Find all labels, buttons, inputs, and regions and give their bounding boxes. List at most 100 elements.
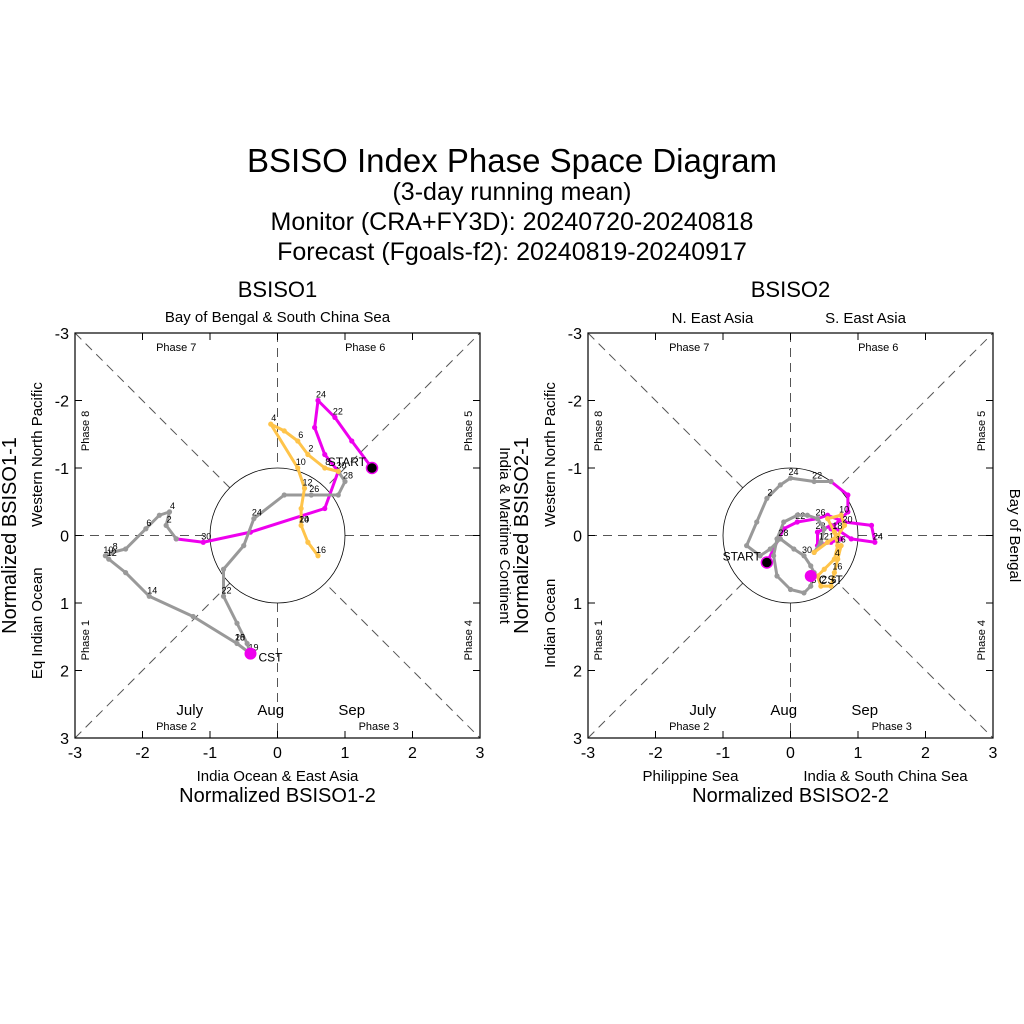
data-point (777, 482, 783, 488)
day-label: 24 (873, 531, 883, 541)
day-label: 12 (107, 548, 117, 558)
data-point (808, 583, 814, 589)
data-point (841, 522, 848, 528)
chart-title: BSISO Index Phase Space Diagram (247, 142, 777, 179)
y-tick-label: 0 (60, 529, 69, 546)
region-label-top: S. East Asia (825, 310, 907, 327)
day-label: 28 (778, 528, 788, 538)
day-label: 24 (788, 467, 798, 477)
x-tick-label: -1 (203, 745, 217, 762)
data-point (848, 536, 854, 542)
y-tick-label: 2 (60, 664, 69, 681)
phase-label: Phase 2 (669, 721, 709, 733)
data-point (244, 640, 250, 647)
y-axis-title: Normalized BSISO2-1 (511, 437, 533, 634)
data-point (295, 465, 301, 471)
data-point (298, 522, 304, 528)
day-label: 16 (832, 562, 842, 572)
day-label: 10 (839, 504, 849, 514)
phase-label: Phase 5 (463, 411, 475, 451)
x-tick-label: -2 (135, 745, 149, 762)
x-tick-label: 3 (989, 745, 998, 762)
day-label: 4 (170, 501, 175, 511)
y-tick-label: 3 (60, 731, 69, 748)
day-label: 24 (316, 390, 326, 400)
y-tick-label: -1 (55, 461, 69, 478)
y-tick-label: 1 (573, 596, 582, 613)
region-label-bottom: India Ocean & East Asia (197, 768, 359, 785)
data-point (234, 640, 240, 647)
data-point (787, 586, 794, 593)
data-point (828, 583, 834, 589)
monitor-period: Monitor (CRA+FY3D): 20240720-20240818 (271, 208, 754, 236)
phase-label: Phase 5 (976, 411, 988, 451)
phase-label: Phase 8 (593, 411, 605, 451)
forecast-period: Forecast (Fgoals-f2): 20240819-20240917 (277, 238, 747, 266)
data-point (791, 546, 797, 552)
start-label: START (328, 455, 367, 469)
x-tick-label: -3 (581, 745, 595, 762)
x-tick-label: 2 (408, 745, 417, 762)
data-point (781, 519, 787, 525)
day-label: 20 (299, 514, 309, 524)
day-label: 26 (309, 484, 319, 494)
data-point (220, 593, 227, 599)
data-point (757, 553, 763, 559)
day-label: 4 (835, 548, 840, 558)
panel-title: BSISO2 (751, 277, 830, 302)
day-label: 8 (113, 541, 118, 551)
data-point (787, 475, 794, 481)
day-label: 19 (248, 643, 258, 653)
data-point (281, 428, 287, 434)
data-point (322, 451, 328, 458)
data-point (123, 570, 129, 576)
day-label: 20 (842, 514, 852, 524)
data-point (808, 563, 814, 569)
start-label: START (723, 550, 762, 564)
month-legend-item: Aug (770, 702, 797, 719)
x-tick-label: -3 (68, 745, 82, 762)
phase-label: Phase 1 (593, 620, 605, 660)
data-point (835, 532, 841, 539)
day-label: 8 (325, 457, 330, 467)
data-point (767, 546, 773, 552)
data-point (801, 553, 807, 559)
x-tick-label: 1 (854, 745, 863, 762)
data-point (811, 478, 817, 485)
data-point (143, 526, 149, 532)
data-point (342, 478, 348, 485)
region-label-top: Bay of Bengal & South China Sea (165, 309, 391, 326)
data-point (845, 509, 851, 515)
day-label: 2 (821, 575, 826, 585)
data-point (804, 512, 810, 518)
region-label-bottom: Philippine Sea (643, 768, 740, 785)
x-tick-label: 2 (921, 745, 930, 762)
region-label-left-upper: Western North Pacific (542, 382, 559, 527)
x-tick-label: 1 (341, 745, 350, 762)
phase-label: Phase 6 (858, 342, 898, 354)
day-label: 28 (343, 471, 353, 481)
data-point (305, 451, 311, 458)
day-label: 30 (336, 460, 346, 470)
data-point (173, 536, 179, 542)
day-label: 22 (333, 406, 343, 416)
phase-label: Phase 2 (156, 721, 196, 733)
panel-title: BSISO1 (238, 277, 317, 302)
day-label: 22 (812, 471, 822, 481)
data-point (794, 519, 800, 525)
x-tick-label: -1 (716, 745, 730, 762)
data-point (764, 495, 770, 501)
day-label: 20 (235, 633, 245, 643)
x-axis-title: Normalized BSISO1-2 (179, 785, 376, 807)
chart-subtitle: (3-day running mean) (392, 178, 631, 206)
data-point (301, 485, 308, 491)
data-point (811, 549, 817, 555)
data-point (315, 553, 321, 559)
data-point (156, 512, 162, 518)
data-point (234, 620, 240, 626)
data-point (835, 556, 841, 562)
phase-label: Phase 1 (80, 620, 92, 660)
y-tick-label: -3 (568, 326, 582, 343)
day-label: 18 (235, 633, 245, 643)
